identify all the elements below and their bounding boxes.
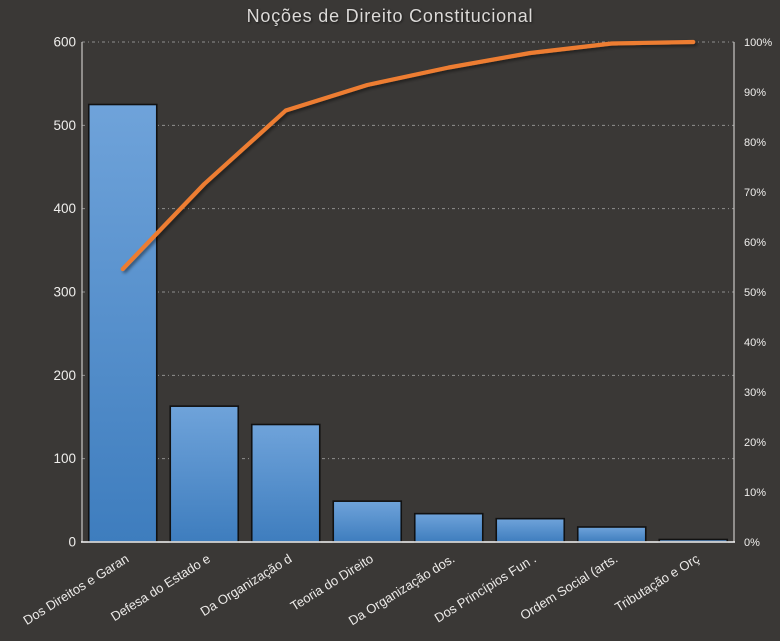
right-axis-tick-label: 60% <box>744 237 766 249</box>
right-axis-tick-label: 70% <box>744 187 766 199</box>
cumulative-line <box>120 39 696 272</box>
right-axis-tick-label: 0% <box>744 537 760 549</box>
bar-3 <box>250 423 321 543</box>
x-axis-category-label: Tributação e Orç <box>612 551 702 615</box>
right-axis-tick-label: 100% <box>744 37 772 49</box>
bar-5 <box>413 512 484 543</box>
left-axis-tick-label: 400 <box>53 201 76 216</box>
bar-6 <box>495 517 566 543</box>
bar-4 <box>332 500 403 543</box>
chart-title: Noções de Direito Constitucional <box>246 6 534 26</box>
left-axis-tick-label: 300 <box>53 285 76 300</box>
x-axis-category-label: Da Organização d <box>198 551 295 619</box>
bar-2 <box>169 405 240 543</box>
right-axis-tick-label: 80% <box>744 137 766 149</box>
right-axis-tick-label: 30% <box>744 387 766 399</box>
bar-1 <box>87 103 158 543</box>
left-axis-tick-label: 600 <box>53 35 76 50</box>
left-axis-tick-label: 0 <box>68 535 76 550</box>
left-axis-tick-label: 200 <box>53 368 76 383</box>
right-axis-tick-label: 10% <box>744 487 766 499</box>
right-axis-tick-label: 90% <box>744 87 766 99</box>
left-axis-tick-label: 500 <box>53 118 76 133</box>
bar-7 <box>576 526 647 543</box>
left-axis-tick-label: 100 <box>53 451 76 466</box>
right-axis-tick-label: 50% <box>744 287 766 299</box>
right-axis-tick-label: 40% <box>744 337 766 349</box>
right-axis-tick-label: 20% <box>744 437 766 449</box>
